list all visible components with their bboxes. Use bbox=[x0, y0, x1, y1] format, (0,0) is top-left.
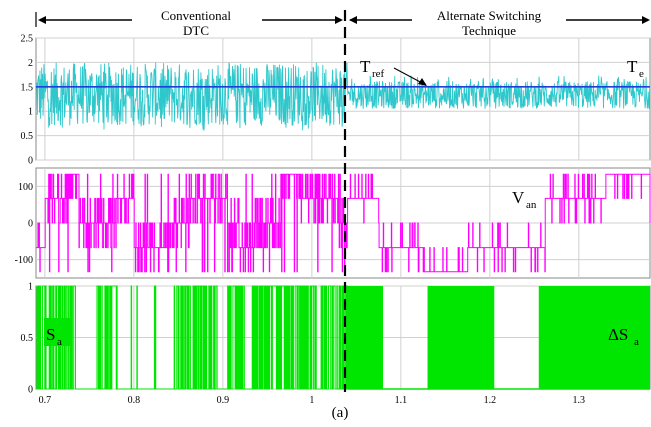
van-subscript: an bbox=[526, 199, 537, 211]
te-subscript: e bbox=[639, 68, 644, 80]
chart-marks bbox=[35, 62, 651, 390]
van-symbol: V bbox=[512, 188, 525, 207]
dsa-label-bg bbox=[606, 318, 646, 346]
tref-subscript: ref bbox=[372, 68, 385, 80]
tref-symbol: T bbox=[360, 57, 371, 76]
dsa-switch-block bbox=[347, 286, 384, 389]
x-tick-label: 1.2 bbox=[484, 395, 497, 406]
x-tick-label: 0.8 bbox=[128, 395, 141, 406]
x-tick-label: 1.1 bbox=[395, 395, 408, 406]
y-tick-label: 1.5 bbox=[21, 82, 34, 93]
mid-arrowhead-left bbox=[335, 16, 343, 24]
te-torque-line bbox=[35, 62, 651, 131]
y-tick-label: 0 bbox=[28, 156, 33, 167]
right-arrowhead bbox=[642, 16, 650, 24]
y-tick-label: 1 bbox=[28, 282, 33, 293]
dsa-symbol: ΔS bbox=[608, 325, 628, 344]
y-tick-label: 100 bbox=[18, 182, 33, 193]
dsa-switch-block bbox=[427, 286, 495, 389]
tref-pointer bbox=[393, 67, 425, 85]
sa-symbol: S bbox=[46, 325, 55, 344]
left-arrowhead bbox=[38, 16, 46, 24]
header: Conventional DTC Alternate Switching Tec… bbox=[35, 8, 650, 38]
te-annotation: T e bbox=[627, 57, 644, 80]
conventional-label: Conventional bbox=[161, 8, 231, 23]
y-tick-label: 1 bbox=[28, 107, 33, 118]
y-tick-label: -100 bbox=[15, 255, 33, 266]
y-tick-label: 0.5 bbox=[21, 131, 34, 142]
te-symbol: T bbox=[627, 57, 638, 76]
axis-tick-labels: 0.7 0.8 0.9 1 1.1 1.2 1.3 0 0.5 1 1.5 2 2.5 -100 0 100 0… bbox=[15, 34, 585, 407]
mid-arrowhead-right bbox=[349, 16, 357, 24]
sa-switch-signal bbox=[36, 285, 348, 390]
x-tick-label: 1.3 bbox=[573, 395, 586, 406]
y-tick-label: 0.5 bbox=[21, 333, 34, 344]
tref-pointer-head bbox=[418, 78, 427, 86]
x-tick-label: 0.7 bbox=[39, 395, 52, 406]
y-tick-label: 2 bbox=[28, 58, 33, 69]
dsa-subscript: a bbox=[634, 336, 639, 348]
figure-caption: (a) bbox=[332, 405, 349, 421]
dsa-annotation: ΔS a bbox=[606, 318, 646, 348]
dtc-label: DTC bbox=[183, 23, 209, 38]
y-tick-label: 2.5 bbox=[21, 34, 34, 45]
y-tick-label: 0 bbox=[28, 219, 33, 230]
sa-subscript: a bbox=[57, 336, 62, 348]
x-tick-label: 0.9 bbox=[217, 395, 230, 406]
alternate-switching-label: Alternate Switching bbox=[437, 8, 542, 23]
van-annotation: V an bbox=[512, 188, 537, 211]
tref-annotation: T ref bbox=[360, 57, 427, 86]
van-voltage-line bbox=[36, 173, 651, 273]
y-tick-label: 0 bbox=[28, 385, 33, 396]
technique-label: Technique bbox=[462, 23, 516, 38]
sa-annotation: S a bbox=[44, 318, 70, 348]
x-tick-label: 1 bbox=[309, 395, 314, 406]
sa-label-bg bbox=[44, 318, 70, 346]
